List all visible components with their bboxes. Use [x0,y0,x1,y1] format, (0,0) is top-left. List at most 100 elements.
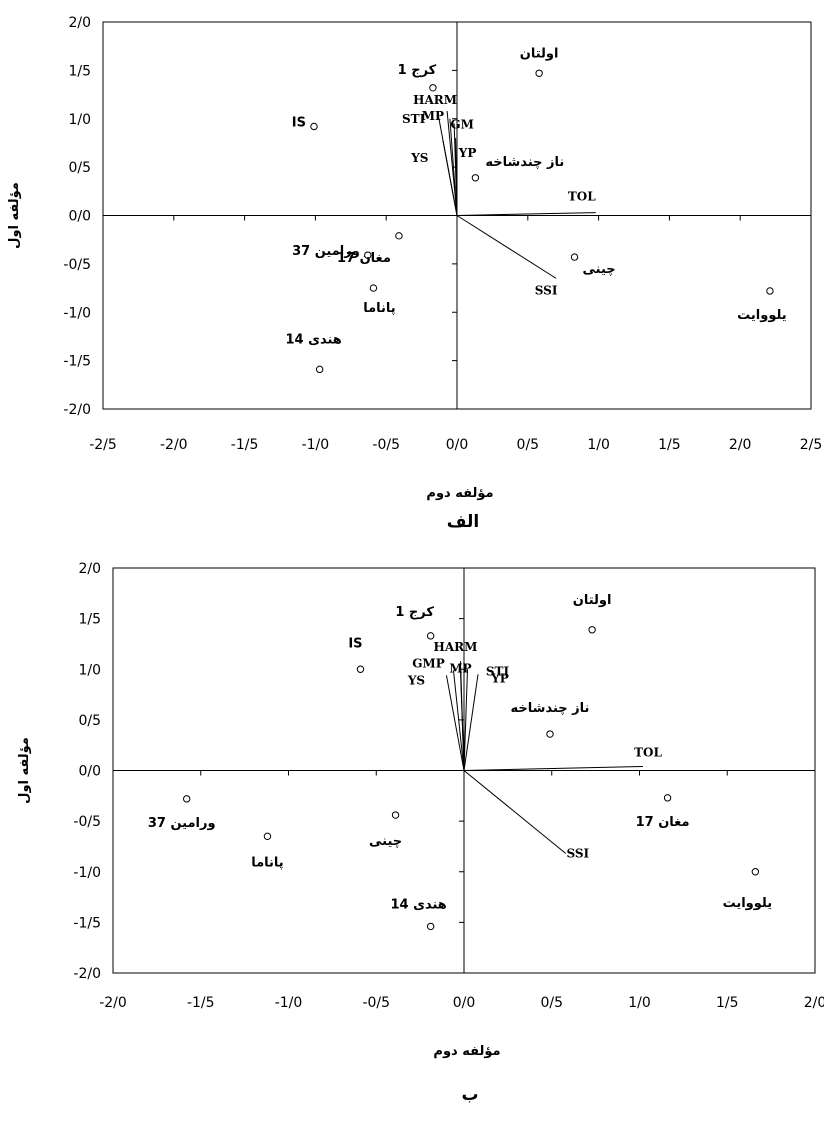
y-tick-label: -1/0 [73,865,101,881]
vector-yp [463,674,479,771]
vector-label-gm: GM [450,118,474,132]
x-tick-label: -0/5 [362,995,390,1011]
x-tick-label: 0/5 [540,995,563,1011]
point-label: IS [292,115,306,130]
x-tick-label: 2/0 [804,995,824,1011]
point-label: ناز چندشاخه [511,701,590,716]
vector-mp [459,671,465,771]
data-point [364,251,372,259]
data-point [426,922,435,931]
vector-label-sti: STI [486,664,510,678]
y-tick-label: 1/5 [78,612,101,628]
vector-sti [463,669,469,771]
y-tick-label: -1/0 [63,305,91,321]
panel-caption: الف [447,512,479,532]
x-axis-title: مؤلفه دوم [433,1044,500,1059]
x-tick-label: 1/0 [587,437,610,453]
y-tick-label: -0/5 [73,814,101,830]
vector-label-yp: YP [490,671,509,685]
x-tick-label: -2/0 [160,437,188,453]
point-label: ناز چندشاخه [485,155,564,170]
point-label: IS [348,636,362,651]
y-tick-label: -1/5 [73,915,101,931]
data-point [546,730,554,738]
vector-gmp [452,670,465,771]
x-tick-label: 1/5 [716,995,739,1011]
x-tick-label: -1/5 [187,995,215,1011]
point-label: اولتان [520,46,559,61]
data-point [535,69,543,77]
data-point [263,832,272,841]
data-point [395,232,403,240]
vector-label-ys: YS [407,673,425,687]
data-point [183,795,191,803]
point-label: یلووایت [723,896,773,911]
point-label: کرج 1 [395,605,434,620]
x-tick-label: 2/0 [729,437,752,453]
vector-label-gmp: GMP [412,656,445,670]
vector-ys [442,139,458,216]
vector-label-sti: STI [402,112,426,126]
data-point [570,253,579,261]
vector-label-ys: YS [410,151,428,165]
x-tick-label: 0/0 [446,437,469,453]
chart-panel-2: -2/0 -1/5 -1/0 -0/5 0/0 0/5 1/0 1/5 2/0 -2/0 -1/5 -… [17,561,824,1105]
vector-label-mp: MP [422,109,444,123]
y-tick-label: 1/5 [68,63,91,79]
data-point [588,626,596,634]
y-tick-label: -2/0 [63,402,91,418]
data-point [315,365,324,374]
point-label: یلووایت [737,308,787,323]
x-tick-label: -2/5 [89,437,117,453]
vector-label-harm: HARM [413,93,457,107]
point-label: پاناما [251,855,283,870]
point-label: پاناما [363,301,395,316]
panel-caption: ب [461,1085,478,1105]
x-tick-label: 1/5 [658,437,681,453]
x-tick-label: 2/5 [800,437,823,453]
y-tick-label: -0/5 [63,257,91,273]
vector-tol [456,212,596,216]
vector-tol [463,765,644,771]
data-point [766,287,774,295]
vector-label-ssi: SSI [535,283,558,297]
x-tick-label: 0/0 [453,995,476,1011]
data-point [471,174,480,182]
y-tick-label: 0/5 [78,713,101,729]
y-tick-label: 2/0 [78,561,101,577]
point-label: مغان 17 [636,815,690,830]
data-point [356,665,365,673]
x-tick-label: -0/5 [372,437,400,453]
data-point [310,122,318,131]
point-label: هندی 14 [390,897,446,912]
vector-label-tol: TOL [568,190,596,204]
y-tick-label: 1/0 [78,662,101,678]
x-axis-title: مؤلفه دوم [426,486,493,501]
point-label: اولتان [573,593,612,608]
y-tick-label: 0/0 [78,764,101,780]
vector-ssi [463,770,567,854]
vector-mp [449,118,458,216]
vector-ssi [456,215,557,279]
y-tick-label: 1/0 [68,112,91,128]
point-label: ورامین 37 [148,816,216,831]
vector-label-ssi: SSI [566,847,589,861]
y-tick-label: 2/0 [68,15,91,31]
vector-label-tol: TOL [634,745,662,759]
point-label: مغان 17 [337,251,391,266]
data-point [391,811,400,819]
vector-ys [445,675,465,771]
point-label: چینی [583,262,616,277]
point-label: چینی [369,834,402,849]
point-label: کرج 1 [398,63,437,78]
y-tick-label: -2/0 [73,966,101,982]
x-tick-label: 1/0 [628,995,651,1011]
data-point [369,284,378,292]
x-tick-label: -1/0 [302,437,330,453]
data-point [663,794,672,802]
x-tick-label: 0/5 [517,437,540,453]
x-tick-label: -1/5 [231,437,259,453]
vector-label-yp: YP [458,146,477,160]
x-tick-label: -2/0 [99,995,127,1011]
